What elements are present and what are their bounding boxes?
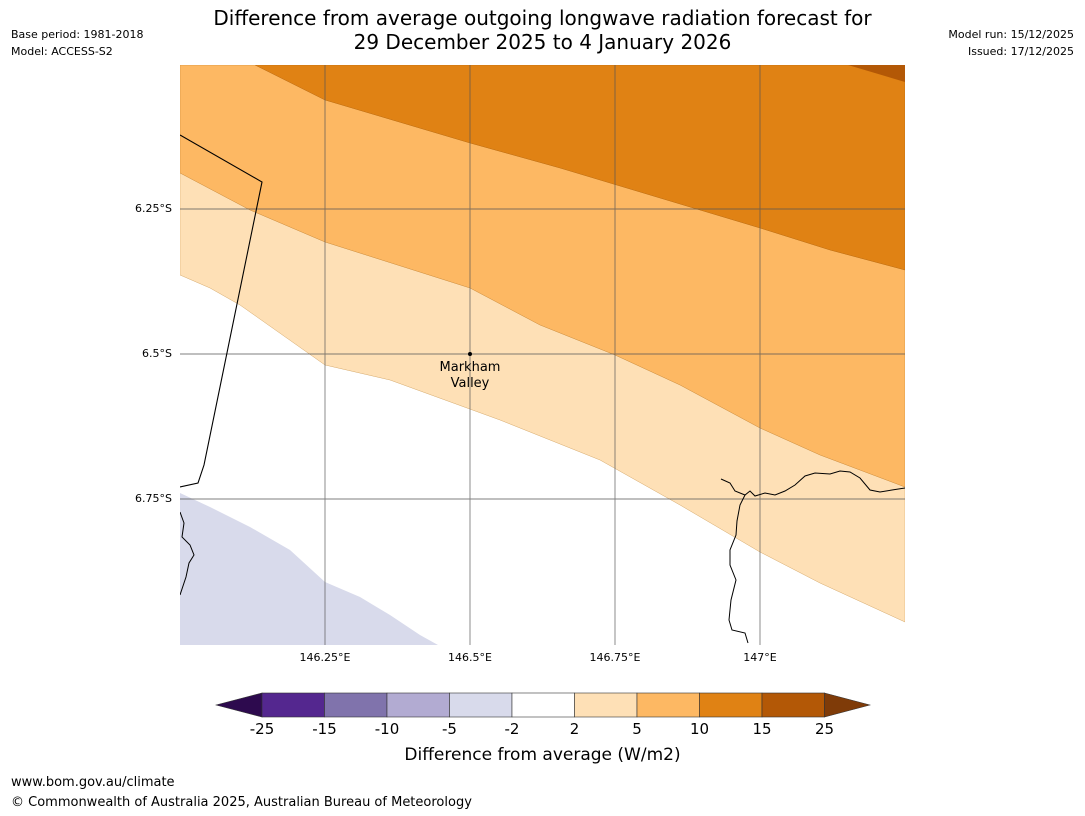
colorbar-bin-minus10-minus5 bbox=[386, 692, 450, 718]
band-10-15 bbox=[254, 65, 905, 271]
colorbar-label: -15 bbox=[312, 720, 337, 738]
band-15-25 bbox=[848, 65, 905, 82]
colorbar-bin-minus15-minus10 bbox=[324, 692, 388, 718]
band-minus5-minus2 bbox=[180, 493, 438, 645]
lat-tick-1: 6.25°S bbox=[135, 202, 172, 215]
colorbar-bin-15-25 bbox=[761, 692, 825, 718]
forecast-map bbox=[180, 65, 905, 645]
colorbar-label: -10 bbox=[374, 720, 400, 738]
coastline-west bbox=[180, 511, 195, 596]
footer-url[interactable]: www.bom.gov.au/climate bbox=[11, 775, 175, 790]
colorbar-label: 15 bbox=[752, 720, 772, 738]
place-label-line-1: Markham bbox=[439, 360, 501, 375]
river-east bbox=[728, 494, 749, 644]
colorbar-label: 10 bbox=[689, 720, 710, 738]
model-run: Model run: 15/12/2025 bbox=[948, 28, 1074, 41]
markham-valley-marker bbox=[468, 352, 472, 356]
colorbar-under-arrow bbox=[215, 692, 263, 718]
place-label: Markham Valley bbox=[420, 360, 520, 392]
colorbar-bin-minus25-minus15 bbox=[261, 692, 325, 718]
province-boundary bbox=[180, 134, 263, 488]
base-period: Base period: 1981-2018 bbox=[11, 28, 144, 41]
colorbar-label: 5 bbox=[632, 720, 642, 738]
colorbar-over-arrow bbox=[824, 692, 871, 718]
colorbar-title: Difference from average (W/m2) bbox=[404, 745, 681, 765]
title-line-2: 29 December 2025 to 4 January 2026 bbox=[353, 30, 732, 54]
meta-right: Model run: 15/12/2025 Issued: 17/12/2025 bbox=[948, 26, 1074, 60]
lat-tick-2: 6.5°S bbox=[142, 347, 172, 360]
issued-date: Issued: 17/12/2025 bbox=[967, 45, 1074, 58]
colorbar-bin-2-5 bbox=[574, 692, 638, 718]
model-name: Model: ACCESS-S2 bbox=[11, 45, 113, 58]
colorbar-bin-minus2-2 bbox=[511, 692, 575, 718]
colorbar-label: 2 bbox=[569, 720, 580, 738]
colorbar-label: -5 bbox=[442, 720, 457, 738]
lon-tick-4: 147°E bbox=[743, 651, 777, 664]
colorbar-bin-minus5-minus2 bbox=[449, 692, 513, 718]
lon-tick-3: 146.75°E bbox=[589, 651, 641, 664]
colorbar-bin-10-15 bbox=[699, 692, 763, 718]
chart-title: Difference from average outgoing longwav… bbox=[0, 6, 1085, 54]
colorbar-label: 25 bbox=[814, 720, 835, 738]
colorbar-label: -25 bbox=[249, 720, 275, 738]
coastline-east bbox=[720, 470, 905, 497]
footer-copyright: © Commonwealth of Australia 2025, Austra… bbox=[11, 795, 472, 810]
place-label-line-2: Valley bbox=[450, 376, 490, 391]
lon-tick-1: 146.25°E bbox=[299, 651, 351, 664]
lat-tick-3: 6.75°S bbox=[135, 492, 172, 505]
colorbar-bin-5-10 bbox=[636, 692, 700, 718]
lon-tick-2: 146.5°E bbox=[448, 651, 492, 664]
title-line-1: Difference from average outgoing longwav… bbox=[213, 6, 872, 30]
colorbar-label: -2 bbox=[504, 720, 520, 738]
colorbar bbox=[215, 692, 871, 718]
meta-left: Base period: 1981-2018 Model: ACCESS-S2 bbox=[11, 26, 143, 60]
